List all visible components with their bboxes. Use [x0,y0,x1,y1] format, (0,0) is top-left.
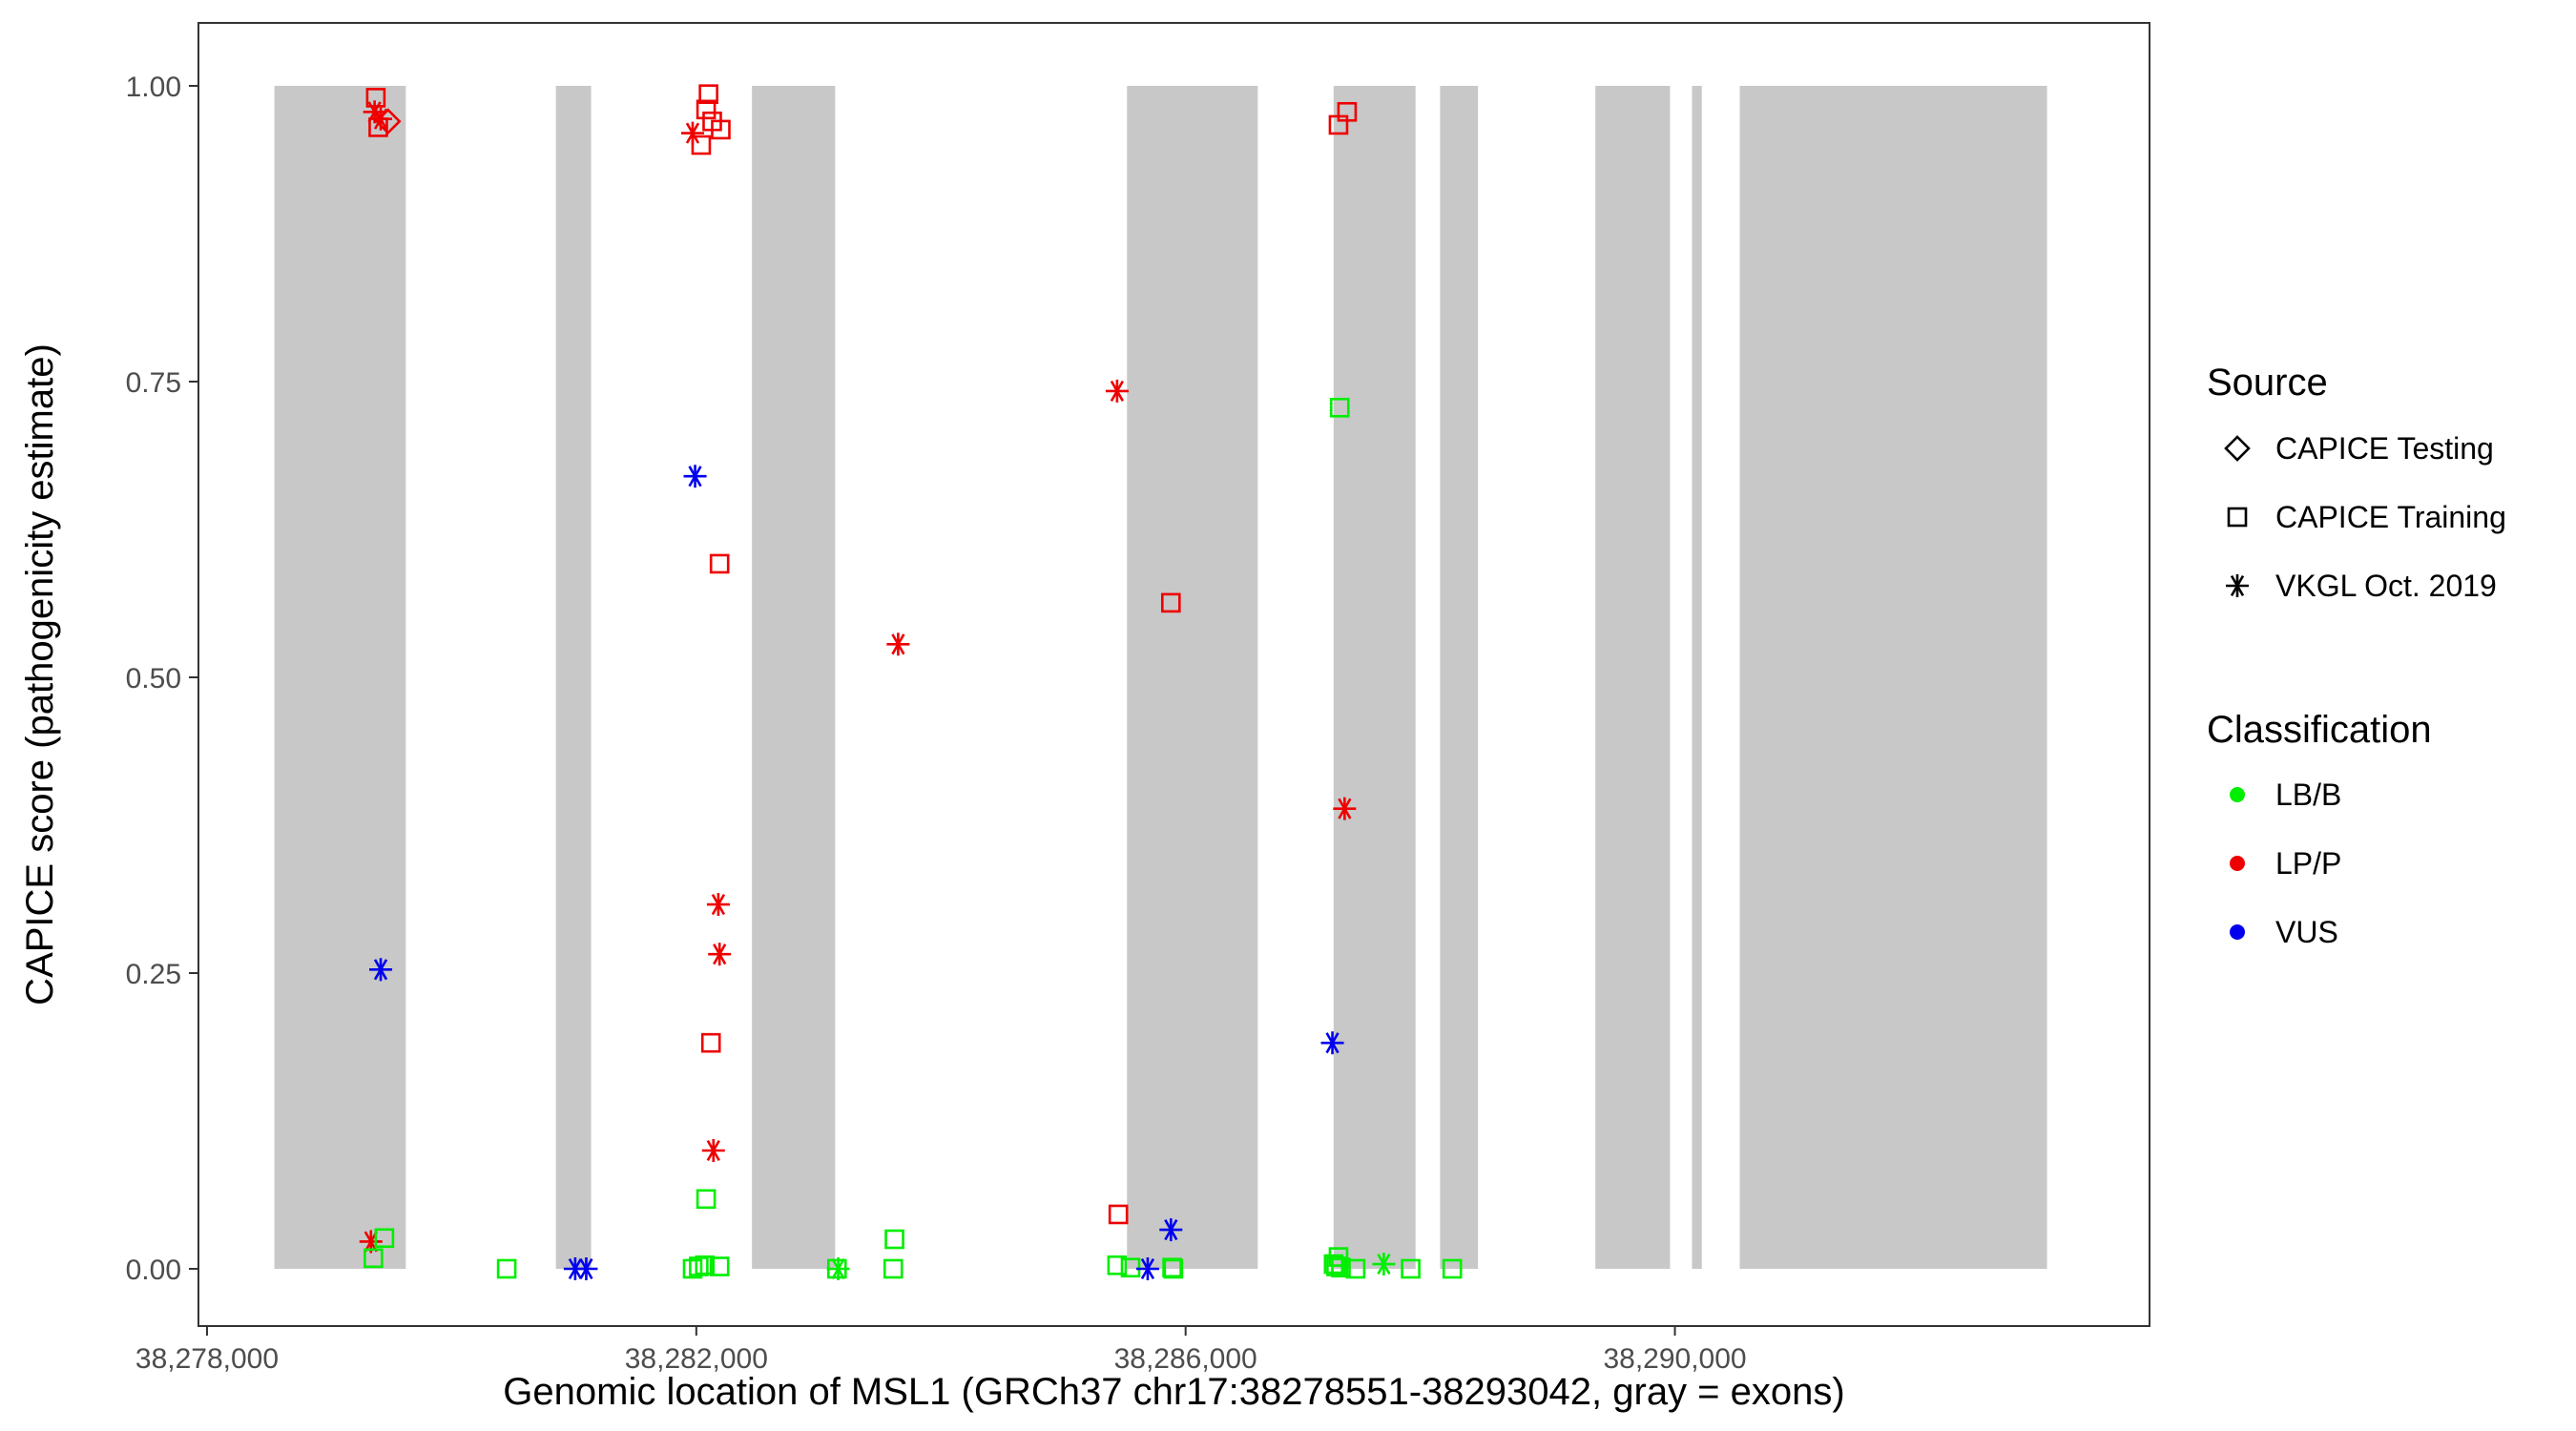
plot-panel-border [197,22,2150,1327]
data-point [696,99,717,120]
y-axis-title: CAPICE score (pathogenicity estimate) [19,343,61,1006]
data-point [1135,1257,1159,1280]
exon-band-5 [1333,86,1416,1269]
legend-key-color [2230,924,2245,940]
data-point [706,893,730,917]
data-point [1442,1258,1463,1279]
data-point [1331,1257,1351,1278]
data-point [695,1255,716,1275]
data-point [1160,592,1181,613]
data-point [496,1258,517,1279]
data-point [708,943,732,966]
y-tick-label: 0.00 [126,1255,181,1286]
legend-classification-label: LP/P [2275,846,2341,881]
data-point [368,117,388,137]
data-point [1323,1254,1344,1275]
legend-key-square [2227,507,2248,528]
data-point [698,84,718,104]
data-point [364,1248,384,1269]
exon-band-9 [1739,86,2047,1269]
data-point [374,1228,395,1249]
data-point [701,1139,725,1162]
legend-classification-label: VUS [2275,915,2338,949]
data-point [709,553,730,574]
x-tick-label: 38,286,000 [1114,1343,1257,1375]
exon-band-4 [1127,86,1258,1269]
legend-key-color [2230,787,2245,802]
data-point [1320,1031,1344,1055]
legend-source-label: CAPICE Training [2275,500,2506,534]
x-tick-label: 38,282,000 [625,1343,768,1375]
y-tick-label: 1.00 [126,72,181,103]
exon-band-6 [1440,86,1479,1269]
y-tick-label: 0.25 [126,959,181,990]
legend-classification-label: LB/B [2275,778,2341,812]
exon-band-8 [1692,86,1702,1269]
data-points [359,84,1463,1280]
exon-band-7 [1595,86,1671,1269]
exon-band-1 [274,86,406,1269]
data-point [1159,1218,1183,1242]
data-point [1401,1258,1421,1279]
legend-classification-title: Classification [2207,709,2432,751]
data-point [1108,1204,1129,1225]
legend-source-label: VKGL Oct. 2019 [2275,569,2497,603]
exon-bands [274,86,2047,1269]
y-tick-label: 0.75 [126,367,181,399]
legend-key-diamond [2224,435,2251,462]
x-tick-label: 38,278,000 [135,1343,279,1375]
exon-band-3 [752,86,836,1269]
axes: 38,278,000 38,282,000 38,286,000 38,290,000… [126,72,1747,1375]
legend-classification: Classification LB/B LP/P VUS [2207,709,2432,949]
data-point [691,135,712,156]
data-point [1163,1258,1184,1279]
data-point [826,1257,850,1280]
data-point [1107,1255,1128,1275]
x-tick-label: 38,290,000 [1603,1343,1746,1375]
data-point [683,465,707,488]
data-point [1329,397,1350,418]
legend-source-title: Source [2207,362,2328,404]
data-point [1333,797,1357,820]
data-point [709,1256,730,1276]
y-tick-label: 0.50 [126,663,181,695]
data-point [1372,1253,1396,1276]
exon-band-2 [555,86,592,1269]
data-point [682,1258,703,1279]
data-point [711,119,731,140]
legend-source: Source CAPICE Testing CAPICE Training VKGL… [2207,362,2506,603]
data-point [1345,1258,1366,1279]
legend-source-label: CAPICE Testing [2275,431,2494,466]
x-axis-title: Genomic location of MSL1 (GRCh37 chr17:3… [503,1371,1844,1413]
data-point [1328,114,1349,135]
data-point [700,1032,721,1053]
data-point [1105,379,1129,403]
legend-key-color [2230,856,2245,871]
data-point [884,1229,904,1250]
data-point [696,1189,717,1210]
data-point [574,1257,598,1280]
legend-key-asterisk [2226,574,2249,597]
data-point [369,958,393,982]
data-point [883,1258,904,1279]
data-point [886,633,910,656]
